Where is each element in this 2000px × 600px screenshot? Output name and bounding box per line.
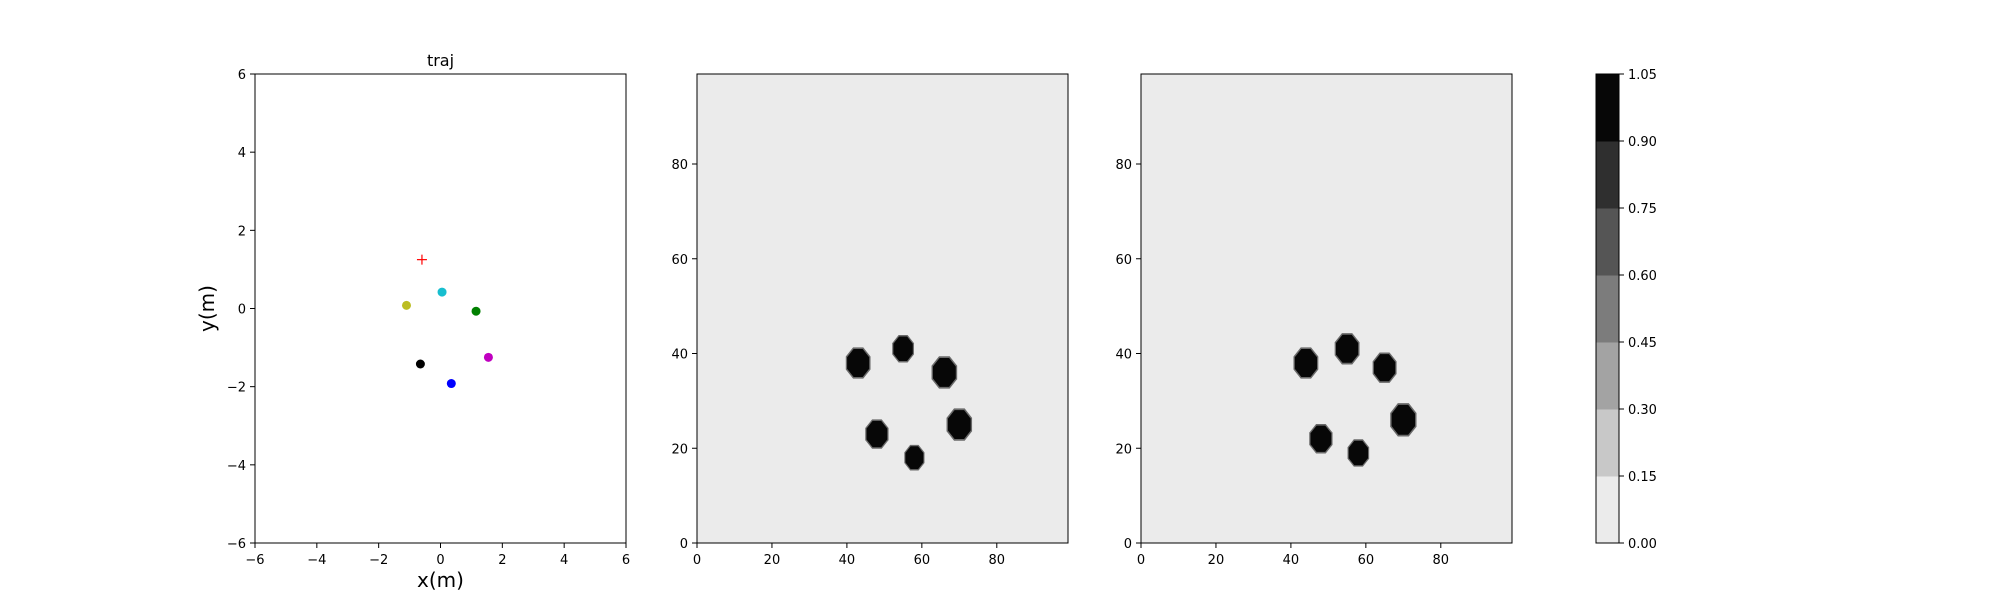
y-tick-label: 60 bbox=[671, 253, 688, 268]
x-axis-label: x(m) bbox=[417, 568, 464, 592]
plot-frame bbox=[1140, 73, 1513, 544]
colorbar-tick-label: 0.00 bbox=[1628, 537, 1657, 552]
chart-title: traj bbox=[427, 51, 454, 70]
colorbar-frame bbox=[1595, 73, 1620, 544]
scatter-point-4 bbox=[483, 352, 493, 362]
map-background bbox=[1141, 74, 1512, 543]
y-tick-label: −4 bbox=[227, 459, 246, 474]
y-tick-label: 4 bbox=[238, 146, 246, 161]
x-tick-label: 40 bbox=[1283, 553, 1300, 568]
obstacle-blob-5 bbox=[905, 446, 924, 470]
map-background bbox=[697, 74, 1068, 543]
obstacle-blob-1 bbox=[893, 336, 913, 361]
plot-frame bbox=[254, 73, 627, 544]
colorbar-tick-label: 1.05 bbox=[1628, 68, 1657, 83]
x-tick-label: 20 bbox=[764, 553, 781, 568]
y-tick-label: 0 bbox=[1124, 537, 1132, 552]
y-tick-label: 80 bbox=[1115, 158, 1132, 173]
y-tick-label: 6 bbox=[238, 68, 246, 83]
occupancy-map-1: 0 20 40 60 80 0 20 40 60 80 bbox=[671, 73, 1069, 568]
y-tick-label: 60 bbox=[1115, 253, 1132, 268]
colorbar-tick-label: 0.90 bbox=[1628, 135, 1657, 150]
x-tick-label: 60 bbox=[914, 553, 931, 568]
x-tick-label: 4 bbox=[560, 553, 568, 568]
y-tick-label: 40 bbox=[1115, 348, 1132, 363]
plot-frame bbox=[696, 73, 1069, 544]
colorbar-level-0 bbox=[1596, 476, 1619, 544]
colorbar-level-5 bbox=[1596, 141, 1619, 209]
trajectory-marker-plus bbox=[416, 254, 427, 265]
colorbar-level-2 bbox=[1596, 342, 1619, 410]
obstacle-blob-5 bbox=[1348, 440, 1368, 466]
scatter-point-1 bbox=[437, 287, 447, 297]
colorbar-tick-label: 0.15 bbox=[1628, 470, 1657, 485]
x-tick-label: −4 bbox=[307, 553, 326, 568]
colorbar-level-4 bbox=[1596, 208, 1619, 276]
colorbar-tick-label: 0.30 bbox=[1628, 403, 1657, 418]
obstacle-blob-2 bbox=[932, 358, 956, 387]
obstacle-blob-0 bbox=[847, 349, 870, 377]
y-tick-label: 20 bbox=[671, 442, 688, 457]
scatter-point-2 bbox=[401, 300, 411, 310]
obstacle-blob-0 bbox=[1294, 349, 1317, 377]
obstacle-blob-2 bbox=[1373, 354, 1396, 382]
x-tick-label: 60 bbox=[1358, 553, 1375, 568]
trajectory-plot: −6 −4 −2 0 2 4 6 −6 −4 −2 0 2 4 6 traj x(m) y(m) bbox=[195, 51, 630, 592]
x-tick-label: −2 bbox=[369, 553, 388, 568]
x-tick-label: 40 bbox=[839, 553, 856, 568]
x-tick-label: 6 bbox=[622, 553, 630, 568]
colorbar-tick-label: 0.45 bbox=[1628, 336, 1657, 351]
y-tick-label: 0 bbox=[680, 537, 688, 552]
x-tick-label: 2 bbox=[498, 553, 506, 568]
obstacle-blob-3 bbox=[866, 420, 888, 448]
x-tick-label: 0 bbox=[436, 553, 444, 568]
x-tick-label: 0 bbox=[693, 553, 701, 568]
y-tick-label: 2 bbox=[238, 224, 246, 239]
colorbar: 0.00 0.15 0.30 0.45 0.60 0.75 0.90 1.05 bbox=[1595, 68, 1657, 552]
obstacle-blob-3 bbox=[1310, 425, 1332, 452]
y-tick-label: −2 bbox=[227, 381, 246, 396]
y-tick-label: 20 bbox=[1115, 442, 1132, 457]
y-axis-label: y(m) bbox=[195, 285, 219, 332]
x-tick-label: 0 bbox=[1137, 553, 1145, 568]
colorbar-level-3 bbox=[1596, 275, 1619, 343]
scatter-point-3 bbox=[471, 306, 481, 316]
scatter-point-6 bbox=[446, 379, 456, 389]
scatter-point-5 bbox=[415, 359, 425, 369]
occupancy-map-2: 0 20 40 60 80 0 20 40 60 80 bbox=[1115, 73, 1513, 568]
obstacle-blob-4 bbox=[1391, 404, 1416, 435]
colorbar-tick-label: 0.75 bbox=[1628, 202, 1657, 217]
obstacle-blob-4 bbox=[947, 410, 971, 439]
x-tick-label: 80 bbox=[989, 553, 1006, 568]
x-tick-label: −6 bbox=[245, 553, 264, 568]
y-tick-label: 0 bbox=[238, 303, 246, 318]
x-tick-label: 80 bbox=[1433, 553, 1450, 568]
obstacle-blob-1 bbox=[1336, 334, 1359, 363]
y-tick-label: 40 bbox=[671, 348, 688, 363]
colorbar-level-1 bbox=[1596, 409, 1619, 477]
colorbar-tick-label: 0.60 bbox=[1628, 269, 1657, 284]
colorbar-level-6 bbox=[1596, 74, 1619, 142]
y-tick-label: 80 bbox=[671, 158, 688, 173]
y-tick-label: −6 bbox=[227, 537, 246, 552]
x-tick-label: 20 bbox=[1208, 553, 1225, 568]
